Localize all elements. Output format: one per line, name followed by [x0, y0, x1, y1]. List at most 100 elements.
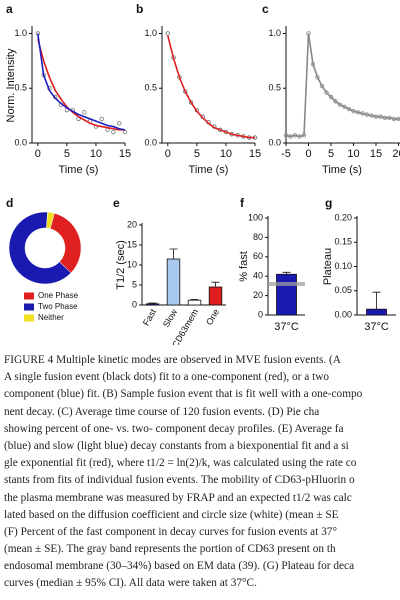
y-tick-label: 5	[132, 279, 137, 289]
fit-line	[37, 33, 126, 131]
bar	[166, 258, 181, 306]
x-tick-label: 37°C	[274, 321, 299, 333]
caption-line: (mean ± SE). The gray band represents th…	[4, 543, 336, 556]
data-point	[396, 116, 400, 122]
x-tick-label: 15	[370, 148, 382, 160]
y-tick-label: 60	[253, 251, 263, 261]
error-bar	[372, 291, 381, 310]
data-point	[297, 134, 302, 139]
x-tick-label: 10	[347, 148, 359, 160]
y-tick-label: 0.5	[14, 83, 27, 93]
data-point	[351, 109, 356, 114]
panel-letter: g	[325, 196, 332, 210]
data-point	[319, 83, 325, 89]
data-point	[328, 94, 334, 100]
data-point	[337, 102, 343, 107]
data-point	[355, 110, 361, 115]
caption: FIGURE 4 Multiple kinetic modes are obse…	[4, 352, 400, 593]
x-tick-label: 5	[64, 148, 70, 160]
error-bar	[148, 302, 157, 304]
x-axis-label: Time (s)	[59, 164, 99, 176]
x-axis-label: Time (s)	[189, 164, 229, 176]
data-point	[315, 75, 320, 80]
data-point	[364, 112, 370, 117]
legend-swatch	[24, 303, 34, 311]
y-tick-label: 1.0	[14, 28, 27, 38]
y-tick-label: 0.00	[334, 309, 352, 319]
figure: a 0.0 0.5 1.0 Norm. Intensity 0 5 10 15 Time (s) b…	[5, 2, 400, 349]
y-tick-label: 0	[258, 309, 263, 319]
error-bar	[190, 299, 199, 301]
data-point	[99, 116, 104, 122]
pie-slice	[8, 211, 72, 285]
y-axis-label: Norm. Intensity	[5, 48, 17, 122]
panel-letter: c	[262, 2, 269, 16]
data-point	[373, 114, 379, 119]
data-point	[382, 115, 388, 121]
x-tick-label: 0	[35, 148, 41, 160]
x-tick-label: One	[204, 307, 221, 327]
panel-letter: a	[6, 2, 13, 16]
caption-line: nent decay. (C) Average time course of 1…	[4, 405, 320, 418]
caption-line: A single fusion event (black dots) fit t…	[4, 371, 330, 384]
legend-swatch	[24, 314, 34, 322]
x-tick-label: 5	[328, 148, 334, 160]
x-tick-label: 0	[165, 148, 171, 160]
y-tick-label: 0.10	[334, 261, 352, 271]
panel-letter: e	[113, 196, 120, 210]
y-tick-label: 0.5	[268, 83, 281, 93]
x-tick-label: 5	[194, 148, 200, 160]
bar	[276, 273, 297, 316]
caption-line: (F) Percent of the fast component in dec…	[4, 525, 337, 538]
error-bar	[211, 281, 220, 287]
data-point	[391, 116, 397, 122]
caption-line: the plasma membrane was measured by FRAP…	[4, 491, 352, 504]
y-tick-label: 40	[253, 271, 263, 281]
y-axis-label: % fast	[238, 251, 250, 282]
legend-label: One Phase	[38, 291, 79, 300]
fit-line	[37, 38, 125, 131]
legend-label: Two Phase	[38, 302, 78, 311]
panel-letter: f	[240, 196, 245, 210]
y-tick-label: 20	[127, 219, 137, 229]
y-tick-label: 1.0	[268, 28, 281, 38]
x-tick-label: 37°C	[364, 321, 389, 333]
data-point	[346, 106, 352, 112]
bar	[366, 308, 387, 316]
legend-swatch	[24, 292, 34, 300]
data-point	[82, 110, 87, 115]
bar	[145, 303, 160, 306]
data-point	[301, 133, 307, 138]
data-point	[292, 133, 298, 138]
x-tick-label: 0	[305, 148, 311, 160]
y-tick-label: 0.0	[14, 137, 27, 147]
caption-line: gle exponential fit (red), where t1/2 = …	[4, 457, 357, 470]
panel-letter: b	[136, 2, 143, 16]
data-point	[324, 90, 329, 95]
caption-line: lated based on the diffusion coefficient…	[4, 508, 339, 521]
y-tick-label: 100	[248, 212, 263, 222]
data-point	[188, 100, 194, 105]
data-point	[288, 134, 293, 139]
y-axis-label: T1/2 (sec)	[115, 240, 127, 290]
y-tick-label: 15	[127, 239, 137, 249]
data-point	[387, 115, 392, 121]
y-tick-label: 80	[253, 232, 263, 242]
x-tick-label: Fast	[141, 307, 159, 328]
data-point	[306, 31, 311, 36]
y-tick-label: 0.0	[268, 137, 281, 147]
reference-band	[268, 282, 305, 286]
x-tick-label: 15	[249, 148, 261, 160]
x-tick-label: -5	[281, 148, 291, 160]
caption-line: curves (median ± 95% CI). All data were …	[4, 577, 257, 590]
y-tick-label: 0	[132, 299, 137, 309]
x-axis-label: Time (s)	[322, 164, 362, 176]
panel-letter: d	[6, 196, 13, 210]
data-point	[111, 129, 116, 135]
x-tick-label: 20	[392, 148, 400, 160]
bar	[187, 299, 202, 306]
bar	[208, 286, 223, 306]
caption-line: endosomal membrane (30–34%) based on EM …	[4, 560, 355, 573]
x-tick-label: 10	[220, 148, 232, 160]
